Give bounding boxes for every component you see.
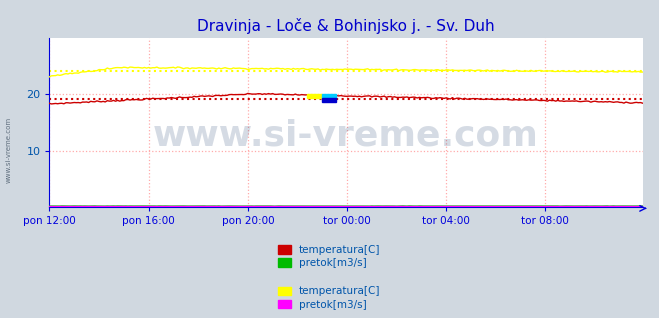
- FancyBboxPatch shape: [322, 98, 336, 102]
- FancyBboxPatch shape: [322, 94, 336, 98]
- Legend: temperatura[C], pretok[m3/s]: temperatura[C], pretok[m3/s]: [278, 245, 381, 268]
- Text: www.si-vreme.com: www.si-vreme.com: [153, 119, 539, 153]
- Title: Dravinja - Loče & Bohinjsko j. - Sv. Duh: Dravinja - Loče & Bohinjsko j. - Sv. Duh: [197, 18, 495, 34]
- FancyBboxPatch shape: [308, 94, 322, 98]
- Text: www.si-vreme.com: www.si-vreme.com: [5, 116, 12, 183]
- Legend: temperatura[C], pretok[m3/s]: temperatura[C], pretok[m3/s]: [278, 287, 381, 310]
